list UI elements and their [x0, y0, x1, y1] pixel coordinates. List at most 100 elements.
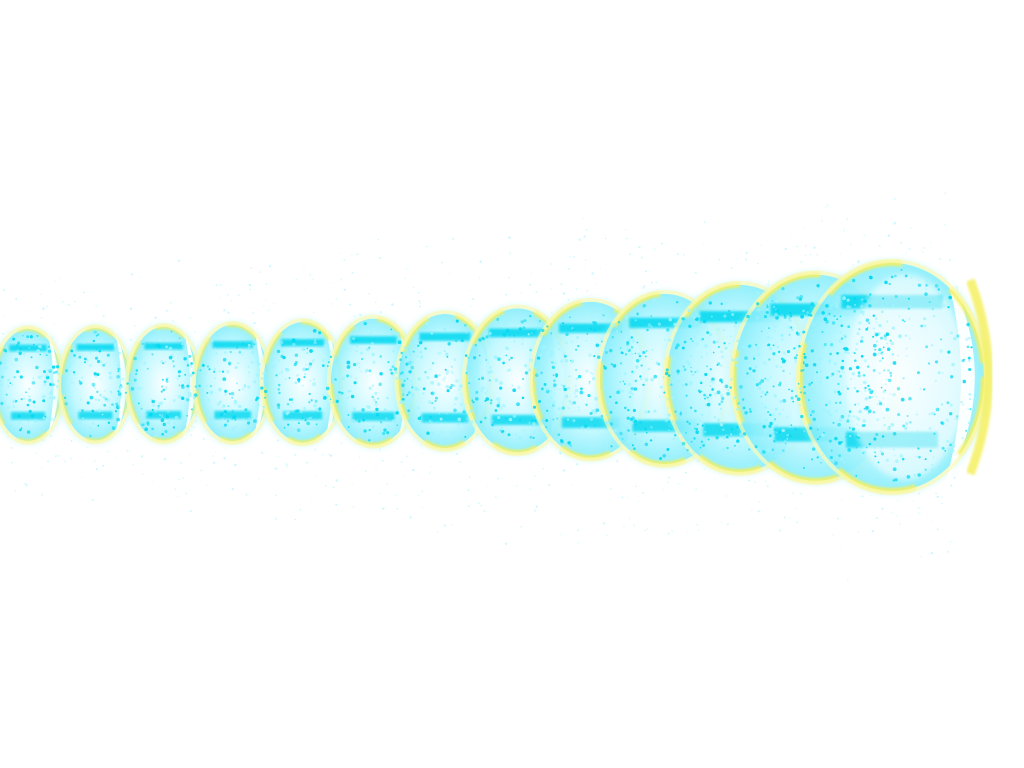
segment-speckle — [743, 432, 746, 435]
segment-speckle — [816, 333, 819, 336]
segment-speckle — [404, 380, 406, 382]
segment-speckle — [451, 371, 453, 373]
halo-dust-particle — [550, 263, 552, 265]
segment-speckle — [686, 449, 688, 451]
segment-speckle — [585, 404, 587, 406]
halo-dust-particle — [249, 284, 251, 286]
segment-speckle — [452, 431, 455, 434]
segment-speckle — [229, 393, 231, 395]
segment-speckle — [614, 348, 616, 350]
segment-speckle — [721, 381, 723, 383]
segment-speckle — [611, 342, 613, 344]
segment-speckle — [186, 415, 188, 417]
segment-speckle — [437, 352, 441, 356]
halo-dust-particle — [41, 494, 43, 496]
segment-speckle — [287, 403, 289, 405]
halo-dust-particle — [286, 465, 288, 467]
segment-speckle — [472, 346, 474, 348]
halo-dust-particle — [418, 495, 419, 496]
segment-speckle — [251, 351, 254, 354]
segment-speckle — [817, 429, 819, 431]
segment-speckle — [164, 398, 166, 400]
halo-dust-particle — [95, 305, 96, 306]
halo-dust-particle — [571, 484, 572, 485]
segment-speckle — [540, 372, 543, 375]
segment-speckle — [829, 414, 832, 417]
segment-speckle — [628, 439, 631, 442]
segment-speckle — [406, 394, 408, 396]
segment-speckle — [497, 416, 500, 419]
segment-speckle — [640, 440, 642, 442]
segment-speckle — [402, 400, 404, 402]
segment-speckle — [303, 349, 305, 351]
segment-speckle — [237, 362, 239, 364]
segment-band-top — [144, 343, 183, 350]
segment-speckle — [42, 395, 46, 399]
segment-speckle — [968, 393, 971, 396]
segment-speckle — [603, 439, 606, 442]
halo-dust-particle — [164, 458, 166, 460]
segment-speckle — [874, 455, 876, 457]
segment-speckle — [850, 378, 852, 380]
halo-dust-particle — [796, 521, 798, 523]
segment-speckle — [836, 456, 838, 458]
segment-speckle — [631, 371, 633, 373]
segment-speckle — [308, 417, 310, 419]
segment-speckle — [818, 425, 821, 428]
halo-dust-particle — [263, 305, 265, 307]
segment-speckle — [133, 357, 137, 361]
segment-speckle — [786, 434, 789, 437]
segment-speckle — [303, 407, 306, 410]
segment-speckle — [793, 347, 795, 349]
segment-speckle — [773, 440, 776, 443]
segment-speckle — [173, 426, 175, 428]
segment-speckle — [0, 402, 3, 405]
segment-speckle — [707, 403, 711, 407]
segment-speckle — [567, 387, 570, 390]
segment-speckle — [837, 391, 840, 394]
segment-speckle — [866, 319, 869, 322]
segment-speckle — [157, 343, 160, 346]
segment-speckle — [475, 391, 478, 394]
segment-speckle — [668, 339, 671, 342]
segment-speckle — [711, 388, 714, 391]
segment-speckle — [842, 312, 844, 314]
segment-speckle — [371, 342, 374, 345]
segment-speckle — [94, 372, 97, 375]
segment-speckle — [612, 356, 614, 358]
segment-speckle — [605, 421, 609, 425]
segment-speckle — [545, 426, 547, 428]
segment-speckle — [651, 450, 653, 452]
segment-speckle — [96, 391, 98, 393]
segment-speckle — [764, 450, 766, 452]
halo-dust-particle — [942, 496, 944, 498]
segment-speckle — [818, 363, 820, 365]
segment-speckle — [853, 297, 857, 301]
segment-speckle — [653, 375, 657, 379]
segment-speckle — [685, 412, 688, 415]
segment-speckle — [413, 351, 415, 353]
segment-speckle — [49, 382, 51, 384]
halo-dust-particle — [683, 254, 685, 256]
segment-speckle — [739, 433, 743, 437]
segment-speckle — [347, 414, 349, 416]
segment-speckle — [497, 401, 500, 404]
segment-speckle — [720, 408, 722, 410]
halo-dust-particle — [548, 484, 550, 486]
segment-speckle — [637, 342, 639, 344]
segment-speckle — [28, 399, 31, 402]
segment-speckle — [480, 421, 483, 424]
segment-speckle — [178, 375, 180, 377]
segment-speckle — [808, 412, 810, 414]
segment-speckle — [963, 380, 966, 383]
segment-speckle — [791, 424, 793, 426]
halo-dust-particle — [505, 293, 507, 295]
segment-speckle — [891, 423, 895, 427]
segment-speckle — [618, 348, 620, 350]
segment-speckle — [828, 300, 830, 302]
halo-dust-particle — [127, 450, 129, 452]
segment-speckle — [248, 346, 251, 349]
segment-speckle — [90, 352, 92, 354]
halo-dust-particle — [444, 524, 446, 526]
halo-dust-particle — [542, 468, 544, 470]
